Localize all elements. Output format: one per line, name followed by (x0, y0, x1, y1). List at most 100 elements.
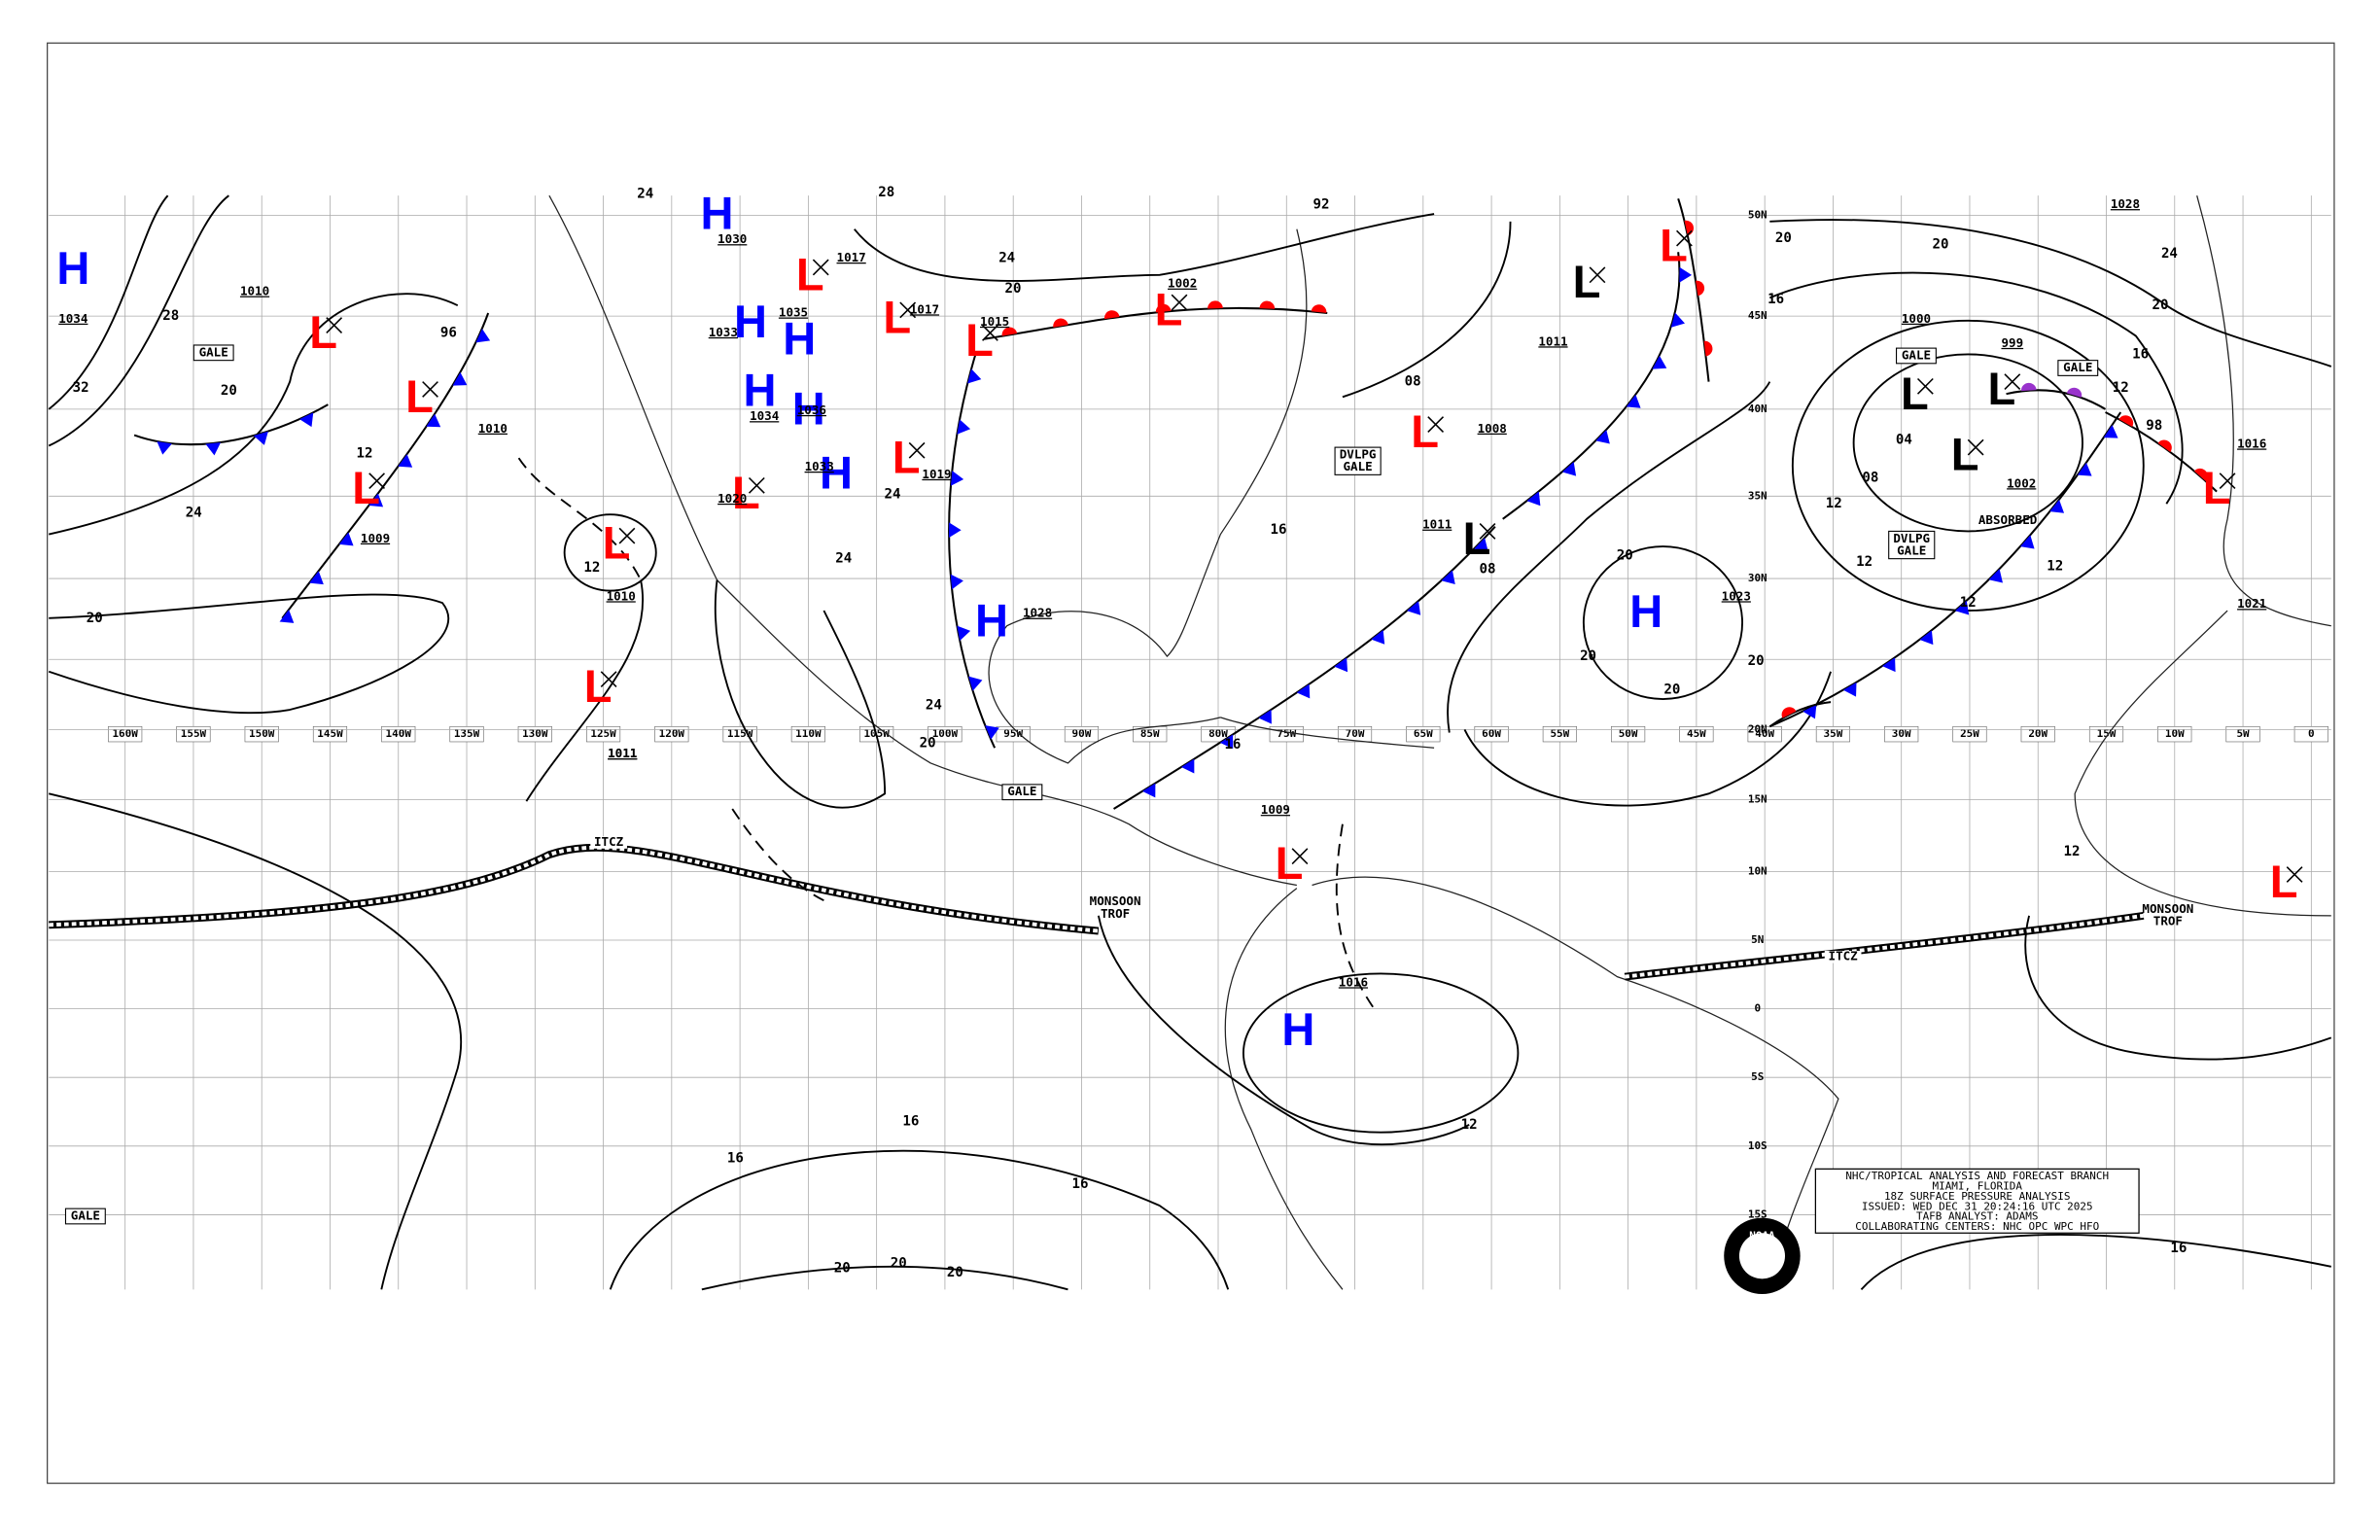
isobar-label: 12 (1960, 595, 1977, 611)
front-triangle (1652, 355, 1667, 369)
center-x (600, 671, 617, 688)
lon-label-bg (1337, 725, 1373, 743)
lon-label-bg (1884, 725, 1919, 743)
dvlpg-label: GALE (1344, 459, 1373, 473)
isobar (854, 213, 1435, 282)
label-box (1896, 347, 1937, 365)
lat-label: 50N (1748, 209, 1768, 222)
lon-label-bg (1747, 725, 1782, 743)
pressure-center: L (892, 432, 921, 483)
pressure-center: H (56, 242, 89, 294)
isobar-label: 20 (1933, 236, 1949, 252)
pressure-center: L (1411, 405, 1439, 457)
lon-label: 135W (454, 727, 480, 740)
front-triangle (957, 625, 971, 641)
front-triangle (985, 725, 999, 740)
lat-label: 45N (1748, 309, 1768, 322)
logo-inner (1738, 1233, 1785, 1279)
pressure-value: 1017 (837, 250, 866, 264)
isobar-label: 16 (902, 1114, 919, 1130)
gale-label: GALE (1902, 347, 1931, 362)
lon-label-bg (928, 725, 962, 743)
gale-label: GALE (1007, 784, 1036, 798)
pressure-center: L (584, 660, 612, 712)
isobar-label: 28 (878, 185, 894, 200)
isobar (1242, 972, 1520, 1134)
lon-label-bg (2293, 725, 2328, 743)
lon-label: 120W (659, 727, 685, 740)
lon-label-bg (2020, 725, 2055, 743)
noaa-logo: NOAA (1724, 1217, 1801, 1295)
isobar-label: 12 (583, 560, 600, 576)
isobar-label: 92 (1312, 197, 1329, 213)
coastline (548, 194, 1297, 887)
front-triangle (968, 676, 983, 691)
pressure-value: 1020 (718, 491, 747, 506)
lat-label: 20N (1748, 722, 1768, 735)
pressure-center: H (783, 312, 816, 364)
isobar-label: 20 (2152, 298, 2169, 313)
trough (731, 808, 824, 902)
isobar-label: 24 (835, 551, 852, 567)
label-box (1001, 784, 1043, 801)
pressure-center: H (1629, 585, 1662, 637)
front-triangle (1371, 630, 1385, 645)
center-x (326, 317, 343, 333)
front-triangle (299, 412, 314, 428)
pressure-value: 1034 (750, 408, 779, 423)
pressure-center: H (743, 365, 776, 416)
pressure-center: L (1573, 256, 1601, 307)
pressure-value: 1028 (2111, 196, 2140, 211)
cold-front (1113, 526, 1496, 810)
lon-label-bg (1474, 725, 1509, 743)
front-triangle (1842, 682, 1857, 697)
pressure-value: 1019 (922, 467, 951, 481)
warm-front (1768, 701, 1832, 728)
isobar (1769, 219, 2332, 368)
front-triangle (1219, 734, 1234, 750)
isobar-label: 20 (1580, 648, 1596, 664)
isobar-label: 12 (2064, 844, 2081, 859)
lon-label: 5W (2236, 727, 2250, 740)
isobar-label: 20 (891, 1256, 907, 1272)
coastline (1220, 717, 1435, 749)
center-x (908, 441, 926, 459)
isobar (48, 792, 463, 1290)
isobar-label: 20 (920, 736, 936, 752)
info-line: ISSUED: WED DEC 31 20:24:16 UTC 2025 (1862, 1200, 2093, 1212)
lon-label: 125W (590, 727, 616, 740)
trough (517, 457, 642, 581)
lon-label: 30W (1892, 727, 1911, 740)
pressure-value: 1010 (607, 588, 636, 603)
front-semicircle (1001, 327, 1018, 336)
itcz-label: ITCZ (1829, 949, 1859, 963)
center-x (1427, 416, 1445, 433)
isobar-label: 12 (1856, 554, 1872, 570)
monsoon-label: MONSOON (2142, 901, 2193, 916)
lat-label: 30N (1748, 572, 1768, 584)
info-box: NHC/TROPICAL ANALYSIS AND FORECAST BRANC… (1814, 1168, 2140, 1234)
lon-label: 35W (1824, 727, 1843, 740)
isobar-label: 12 (1826, 496, 1842, 511)
isobar (1852, 353, 2083, 533)
front-semicircle (1103, 310, 1120, 320)
coastlines (548, 194, 2331, 1290)
front-triangle (1919, 630, 1934, 646)
isobar-label: 16 (1271, 522, 1287, 538)
front-triangle (1561, 462, 1577, 476)
lat-label: 5N (1751, 933, 1764, 946)
center-x (1967, 438, 1984, 456)
front-triangle (2049, 499, 2065, 513)
isobar-label: 24 (186, 506, 202, 521)
lon-label-bg (108, 725, 143, 743)
lon-label: 85W (1140, 727, 1160, 740)
lon-label-bg (2157, 725, 2192, 743)
isobar-label: 08 (1405, 374, 1421, 390)
pressure-value: 1016 (2237, 436, 2266, 450)
lon-label-bg (1542, 725, 1577, 743)
lat-label: 0 (1754, 1002, 1761, 1015)
itcz-line (1625, 913, 2145, 979)
pressure-value: 1028 (1023, 606, 1052, 620)
